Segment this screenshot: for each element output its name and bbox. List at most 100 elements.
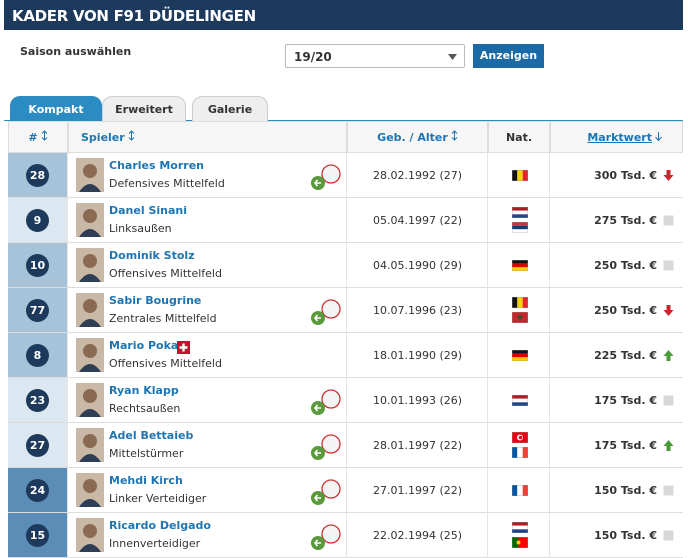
player-photo <box>76 428 104 466</box>
player-photo-shape <box>76 473 104 507</box>
player-row: 10 Dominik Stolz Offensives Mittelfeld 04.0… <box>8 243 683 288</box>
column-header[interactable]: Spieler <box>68 121 347 153</box>
flag-shape <box>511 169 529 182</box>
player-photo <box>76 338 104 376</box>
trend-icon-shape <box>663 215 674 226</box>
player-name[interactable]: Charles Morren <box>109 159 205 172</box>
player-name[interactable]: Danel Sinani <box>109 204 187 217</box>
number-badge: 28 <box>26 164 49 187</box>
birth-date-age: 10.01.1993 (26) <box>372 394 463 407</box>
flag-shape <box>511 446 529 459</box>
column-label: Nat. <box>505 131 533 144</box>
player-name[interactable]: Ricardo Delgado <box>109 519 211 532</box>
player-row: 28 Charles Morren Defensives Mittelfeld 28.… <box>8 153 683 198</box>
flag <box>511 446 529 459</box>
column-header[interactable]: Marktwert <box>550 121 683 153</box>
born-cell <box>347 468 488 513</box>
value-cell <box>550 378 683 423</box>
club-badge-shape <box>311 434 341 460</box>
column-label: # <box>28 131 38 144</box>
column-header[interactable]: # <box>8 121 68 153</box>
player-row: 15 Ricardo Delgado Innenverteidiger 22.02.1… <box>8 513 683 558</box>
flag-shape <box>511 349 529 362</box>
market-value: 150 Tsd. € <box>594 484 657 497</box>
player-photo-shape <box>76 518 104 552</box>
number-badge: 27 <box>26 434 49 457</box>
player-photo-shape <box>76 428 104 462</box>
market-value: 175 Tsd. € <box>594 394 657 407</box>
trend-icon <box>663 395 674 406</box>
flag-shape <box>511 484 529 497</box>
player-name[interactable]: Mario Pokar <box>109 339 184 352</box>
player-photo-shape <box>76 338 104 372</box>
player-name[interactable]: Dominik Stolz <box>109 249 195 262</box>
player-cell <box>68 243 347 288</box>
flag-shape <box>511 394 529 407</box>
flag-shape <box>511 311 529 324</box>
club-badge <box>308 163 342 197</box>
number-badge: 15 <box>26 524 49 547</box>
birth-date-age: 18.01.1990 (29) <box>372 349 463 362</box>
nation-cell <box>488 468 550 513</box>
trend-icon-shape <box>663 395 674 406</box>
column-header[interactable]: Geb. / Alter <box>347 121 488 153</box>
sort-desc <box>655 132 662 142</box>
club-badge-shape <box>311 389 341 415</box>
season-value: 19/20 <box>294 50 332 64</box>
player-cell <box>68 198 347 243</box>
nation-cell <box>488 378 550 423</box>
club-badge <box>308 523 342 557</box>
trend-icon-shape <box>663 260 674 271</box>
player-name[interactable]: Ryan Klapp <box>109 384 179 397</box>
birth-date-age: 28.02.1992 (27) <box>372 169 463 182</box>
flag <box>511 259 529 272</box>
birth-date-age: 28.01.1997 (22) <box>372 439 463 452</box>
dropdown-arrow <box>448 54 457 60</box>
sort-both <box>41 130 47 141</box>
trend-icon-shape <box>663 485 674 496</box>
player-photo <box>76 473 104 511</box>
player-name[interactable]: Mehdi Kirch <box>109 474 183 487</box>
player-photo <box>76 158 104 196</box>
column-label: Geb. / Alter <box>377 131 448 144</box>
number-badge: 24 <box>26 479 49 502</box>
player-name[interactable]: Sabir Bougrine <box>109 294 202 307</box>
flag-shape <box>511 521 529 534</box>
flag-shape <box>511 221 529 234</box>
born-cell <box>347 423 488 468</box>
tab[interactable]: Erweitert <box>102 96 186 121</box>
player-row: 8 Mario Pokar Offensives Mittelfeld 18.01.1… <box>8 333 683 378</box>
player-cell <box>68 288 347 333</box>
born-cell <box>347 198 488 243</box>
number-badge: 23 <box>26 389 49 412</box>
player-cell <box>68 333 347 378</box>
birth-date-age: 04.05.1990 (29) <box>372 259 463 272</box>
nation-cell <box>488 243 550 288</box>
nation-cell <box>488 288 550 333</box>
player-photo <box>76 383 104 421</box>
value-cell <box>550 198 683 243</box>
birth-date-age: 22.02.1994 (25) <box>372 529 463 542</box>
player-row: 27 Adel Bettaieb Mittelstürmer 28.01.1997 (… <box>8 423 683 468</box>
player-photo <box>76 518 104 556</box>
column-header: Nat. <box>488 121 550 153</box>
season-select[interactable]: 19/20 <box>285 44 465 68</box>
tab[interactable]: Galerie <box>192 96 268 121</box>
player-row: 24 Mehdi Kirch Linker Verteidiger 27.01.199… <box>8 468 683 513</box>
page-title: KADER VON F91 DÜDELINGEN <box>4 0 683 30</box>
player-position: Linksaußen <box>109 222 172 235</box>
sort-icon <box>128 130 135 144</box>
tab-rule <box>4 120 683 121</box>
market-value: 150 Tsd. € <box>594 529 657 542</box>
flag <box>511 311 529 324</box>
show-button[interactable]: Anzeigen <box>473 44 544 68</box>
player-name[interactable]: Adel Bettaieb <box>109 429 194 442</box>
sort-icon <box>451 130 458 144</box>
tab[interactable]: Kompakt <box>10 96 102 121</box>
value-cell <box>550 423 683 468</box>
value-cell <box>550 468 683 513</box>
club-badge-shape <box>311 299 341 325</box>
sort-icon <box>655 131 662 144</box>
trend-icon-shape <box>663 305 674 316</box>
